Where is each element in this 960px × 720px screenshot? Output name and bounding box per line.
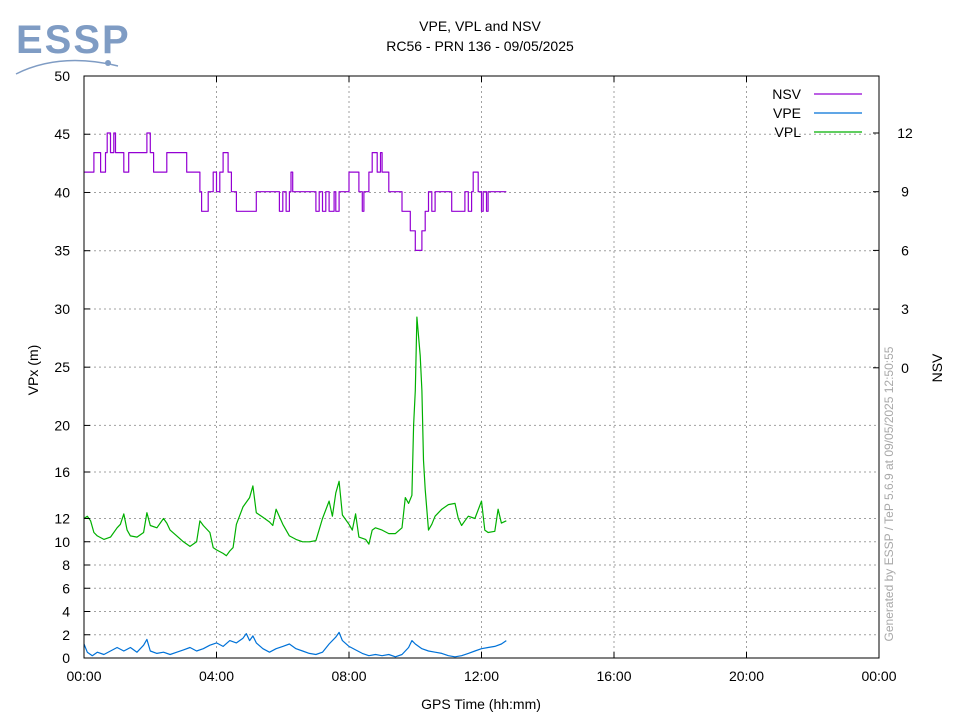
legend-label-nsv: NSV [772,86,801,102]
x-tick-label: 20:00 [729,668,764,684]
y-tick-label: 16 [54,464,70,480]
watermark: Generated by ESSP / TeP 5.6.9 at 09/05/2… [882,346,896,641]
y-tick-label: 4 [62,604,70,620]
y2-tick-label: 12 [897,125,913,141]
y-tick-label: 30 [54,301,70,317]
y-tick-label: 20 [54,417,70,433]
y-axis-label: VPx (m) [25,345,41,396]
y2-axis-label: NSV [929,353,945,382]
legend-label-vpl: VPL [775,124,802,140]
logo-dot [105,60,111,66]
y2-axis-ticks: 0 3 6 9 12 [873,125,913,376]
y-tick-label: 10 [54,534,70,550]
y-tick-label: 12 [54,511,70,527]
y2-tick-label: 0 [901,360,909,376]
y-tick-label: 8 [62,557,70,573]
x-tick-label: 12:00 [464,668,499,684]
y-tick-label: 6 [62,580,70,596]
x-axis-label: GPS Time (hh:mm) [421,696,541,712]
x-tick-label: 00:00 [861,668,896,684]
y-tick-label: 45 [54,126,70,142]
x-axis-ticks: 00:00 04:00 08:00 12:00 16:00 20:00 00:00 [66,76,897,684]
y-tick-label: 25 [54,359,70,375]
chart-title: VPE, VPL and NSV [419,18,541,34]
y-tick-label: 40 [54,184,70,200]
logo-text: ESSP [16,18,131,62]
x-tick-label: 16:00 [596,668,631,684]
y-axis-ticks: 0 2 4 6 8 10 12 16 20 25 30 35 40 45 50 [54,68,90,666]
y2-tick-label: 9 [901,184,909,200]
y2-tick-label: 3 [901,301,909,317]
x-tick-label: 08:00 [331,668,366,684]
legend-label-vpe: VPE [773,105,801,121]
series-line-vpe [83,631,507,658]
essp-logo: ESSP [15,18,131,75]
y-tick-label: 0 [62,650,70,666]
y-tick-label: 35 [54,243,70,259]
y-tick-label: 50 [54,68,70,84]
legend: NSV VPE VPL [772,86,862,140]
chart-subtitle: RC56 - PRN 136 - 09/05/2025 [386,38,574,54]
y2-tick-label: 6 [901,242,909,258]
data-series [83,132,507,658]
x-tick-label: 00:00 [66,668,101,684]
series-line-vpl [83,316,507,557]
x-tick-label: 04:00 [199,668,234,684]
y-tick-label: 2 [62,627,70,643]
series-line-nsv [84,132,507,251]
